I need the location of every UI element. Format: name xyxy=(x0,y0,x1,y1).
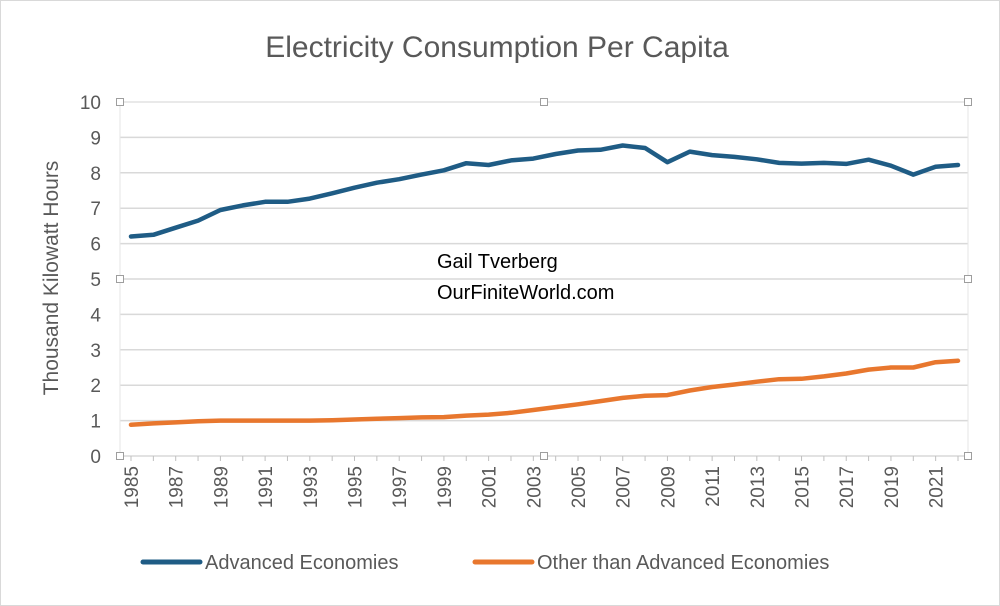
plot-area-resize-handle[interactable] xyxy=(540,452,548,460)
x-tick-label: 2017 xyxy=(837,466,858,508)
y-tick-label: 2 xyxy=(90,376,101,397)
y-tick-label: 6 xyxy=(90,235,101,256)
chart-title: Electricity Consumption Per Capita xyxy=(265,31,729,64)
x-tick-label: 1997 xyxy=(390,466,411,508)
y-tick-label: 0 xyxy=(90,447,101,468)
x-tick-label: 1993 xyxy=(301,466,322,508)
y-tick-label: 7 xyxy=(90,199,101,220)
x-tick-label: 2005 xyxy=(569,466,590,508)
y-tick-label: 9 xyxy=(90,128,101,149)
y-tick-label: 8 xyxy=(90,164,101,185)
y-tick-label: 1 xyxy=(90,412,101,433)
x-tick-label: 1995 xyxy=(346,466,367,508)
series-lines xyxy=(128,143,961,428)
y-tick-labels: 0 1 2 3 4 5 6 7 8 9 10 xyxy=(80,93,102,468)
y-tick-label: 5 xyxy=(90,270,101,291)
plot-area-resize-handle[interactable] xyxy=(964,452,972,460)
y-axis-title: Thousand Kilowatt Hours xyxy=(40,161,63,396)
legend: Advanced Economies Other than Advanced E… xyxy=(140,552,829,574)
y-tick-label: 4 xyxy=(90,305,101,326)
y-tick-label: 3 xyxy=(90,341,101,362)
x-tick-label: 2019 xyxy=(882,466,903,508)
x-tick-label: 2001 xyxy=(480,466,501,508)
x-tick-label: 2003 xyxy=(524,466,545,508)
series-line-other-economies xyxy=(128,358,961,428)
plot-area-resize-handle[interactable] xyxy=(964,275,972,283)
x-tick-labels: 1985 1987 1989 1991 1993 1995 1997 1999 2001 2003… xyxy=(122,456,959,508)
series-line-advanced-economies xyxy=(128,143,961,239)
plot-area-resize-handle[interactable] xyxy=(116,98,124,106)
x-tick-label: 1999 xyxy=(435,466,456,508)
annotation-website: OurFiniteWorld.com xyxy=(437,282,614,304)
plot-area-resize-handle[interactable] xyxy=(540,98,548,106)
x-tick-label: 2009 xyxy=(658,466,679,508)
legend-label-advanced-economies: Advanced Economies xyxy=(205,552,398,574)
plot-area-resize-handle[interactable] xyxy=(116,452,124,460)
annotation-author: Gail Tverberg xyxy=(437,251,558,273)
x-tick-label: 1991 xyxy=(256,466,277,508)
plot-area-resize-handle[interactable] xyxy=(964,98,972,106)
y-tick-label: 10 xyxy=(80,93,101,114)
legend-label-other-economies: Other than Advanced Economies xyxy=(537,552,829,574)
x-tick-label: 2015 xyxy=(793,466,814,508)
x-tick-label: 1987 xyxy=(167,466,188,508)
x-tick-label: 1985 xyxy=(122,466,143,508)
x-tick-label: 1989 xyxy=(211,466,232,508)
plot-area-resize-handle[interactable] xyxy=(116,275,124,283)
x-tick-label: 2013 xyxy=(748,466,769,508)
x-tick-label: 2021 xyxy=(927,466,948,508)
x-tick-label: 2011 xyxy=(703,466,724,507)
x-tick-label: 2007 xyxy=(614,466,635,508)
plot-area-frame xyxy=(116,98,972,460)
